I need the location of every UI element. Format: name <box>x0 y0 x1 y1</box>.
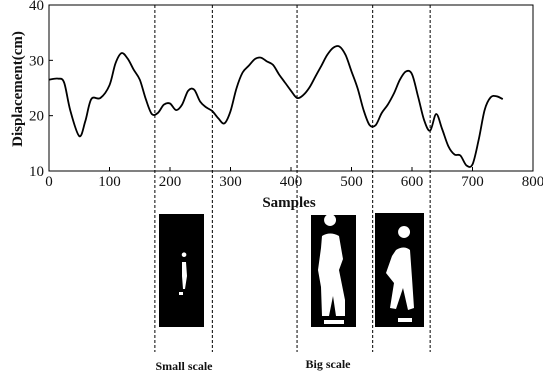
x-tick-label: 800 <box>522 174 543 190</box>
y-tick-label: 40 <box>29 0 44 14</box>
silhouette-big-scale-2 <box>375 213 424 327</box>
x-tick-label: 200 <box>159 174 182 190</box>
scale-dividers <box>154 5 431 352</box>
y-tick-label: 30 <box>29 53 44 69</box>
y-tick-label: 20 <box>29 109 44 125</box>
caption-big-scale: Big scale <box>306 357 352 371</box>
x-tick-label: 0 <box>45 174 53 190</box>
displacement-line <box>48 45 504 168</box>
x-tick-label: 500 <box>340 174 363 190</box>
caption-small-scale: Small scale <box>156 359 214 373</box>
x-tick-label: 700 <box>461 174 484 190</box>
silhouette-small-scale <box>159 214 204 327</box>
x-tick-label: 300 <box>219 174 242 190</box>
x-tick-label: 400 <box>280 174 303 190</box>
x-axis-title: Samples <box>262 195 316 211</box>
axis-ticks: 0 100 200 300 400 500 600 700 800 10 20 30 40 <box>29 0 543 190</box>
series-group <box>48 45 504 168</box>
y-tick-label: 10 <box>29 164 44 180</box>
plot-frame <box>48 4 534 172</box>
x-tick-label: 100 <box>98 174 121 190</box>
y-axis-title: Displacement(cm) <box>10 31 26 147</box>
plot-area: 0 100 200 300 400 500 600 700 800 10 20 30 40 <box>29 0 543 352</box>
silhouette-big-scale-1 <box>311 214 356 327</box>
x-tick-label: 600 <box>401 174 424 190</box>
